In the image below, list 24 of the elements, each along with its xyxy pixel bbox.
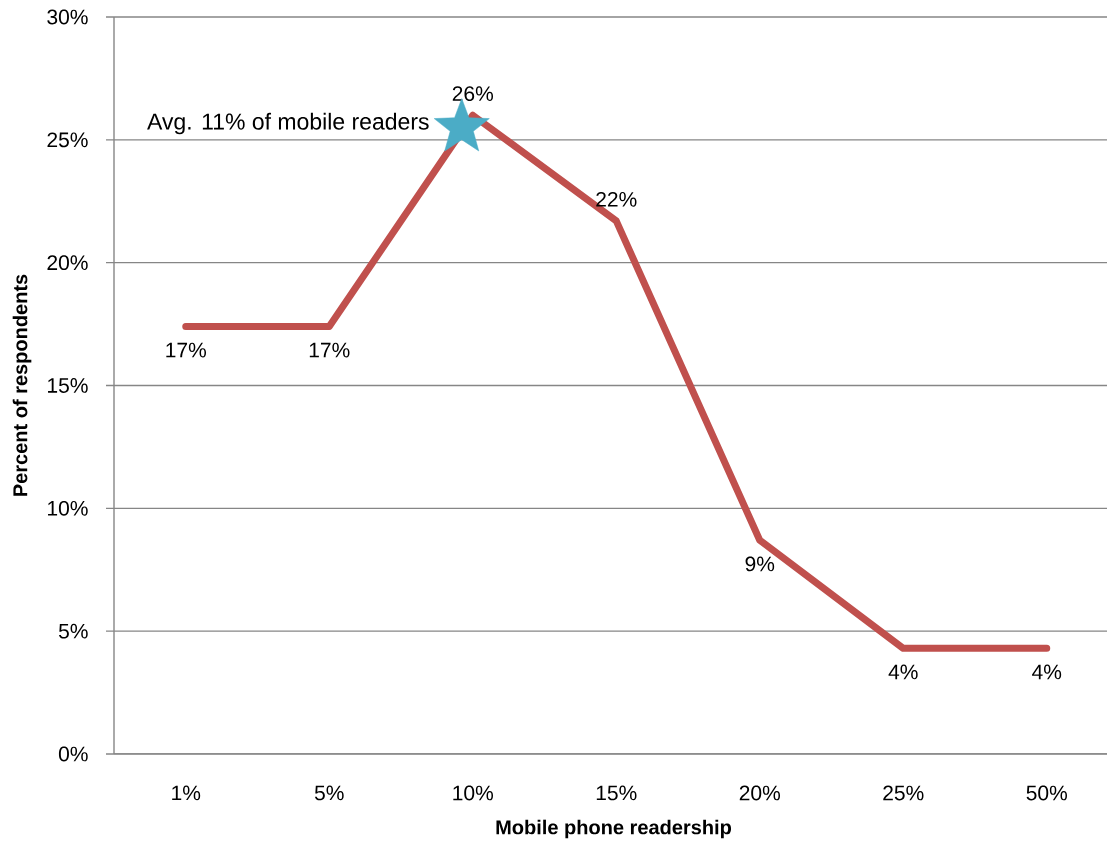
y-tick-label: 25% [47, 132, 88, 148]
y-tick-label: 30% [47, 9, 88, 25]
x-tick-label: 1% [172, 785, 201, 801]
x-tick-label: 15% [596, 785, 637, 801]
data-label: 26% [452, 86, 494, 102]
annotation: Avg. 11% of mobile readers [147, 112, 429, 135]
data-label: 17% [309, 342, 350, 358]
x-tick-label: 50% [1026, 785, 1067, 801]
y-axis-title: Percent of respondents [12, 274, 32, 496]
data-label: 4% [888, 664, 918, 680]
data-label: 9% [745, 556, 775, 572]
data-label: 4% [1032, 664, 1062, 680]
x-tick-label: 5% [314, 785, 344, 801]
y-tick-label: 10% [48, 500, 88, 516]
y-tick-label: 15% [48, 378, 88, 393]
data-label: 22% [596, 191, 637, 207]
x-tick-label: 20% [739, 785, 781, 801]
data-label: 17% [166, 342, 207, 358]
y-tick-label: 20% [47, 255, 88, 271]
x-axis-title: Mobile phone readership [496, 819, 732, 839]
y-tick-label: 5% [58, 623, 88, 639]
x-tick-label: 10% [453, 785, 494, 801]
x-tick-label: 25% [883, 785, 924, 801]
y-tick-label: 0% [58, 746, 88, 762]
